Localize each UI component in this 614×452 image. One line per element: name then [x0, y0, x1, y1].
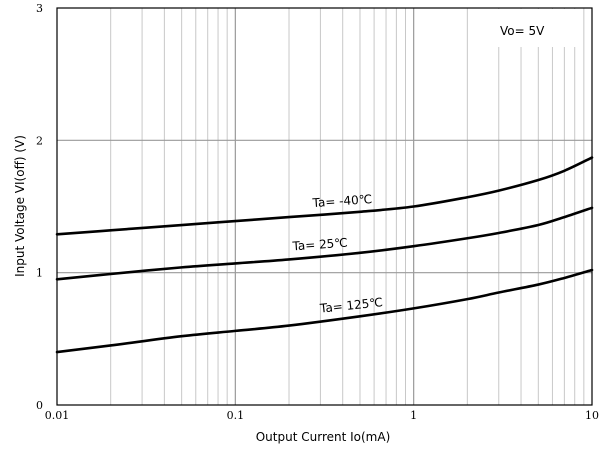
series-layer [55, 156, 594, 354]
series-label: Ta= -40℃ [311, 192, 372, 210]
series-line [55, 268, 594, 354]
y-tick-labels: 0 1 2 3 [36, 2, 43, 412]
major-grid [57, 8, 592, 405]
x-axis-label: Output Current Io(mA) [256, 430, 391, 444]
y-tick-label: 3 [36, 2, 43, 15]
x-tick-labels: 0.01 0.1 1 10 [45, 409, 599, 422]
series-line [55, 156, 594, 236]
plot-frame [56, 7, 593, 406]
minor-grid [110, 8, 585, 405]
x-tick-label: 10 [585, 409, 599, 422]
series-label: Ta= 25℃ [291, 236, 348, 254]
series-line [55, 206, 594, 281]
x-tick-label: 0.01 [45, 409, 70, 422]
vo-annotation: Vo= 5V [500, 24, 545, 38]
y-tick-label: 2 [36, 134, 43, 147]
x-tick-label: 0.1 [227, 409, 245, 422]
y-axis-label: Input Voltage VI(off) (V) [13, 135, 27, 277]
y-tick-label: 1 [36, 267, 43, 280]
annotation-box [497, 9, 583, 47]
series-label: Ta= 125℃ [318, 295, 383, 316]
series-label-layer: Ta= -40℃ Ta= 25℃ Ta= 125℃ [291, 192, 383, 316]
y-tick-label: 0 [36, 399, 43, 412]
x-tick-label: 1 [410, 409, 417, 422]
